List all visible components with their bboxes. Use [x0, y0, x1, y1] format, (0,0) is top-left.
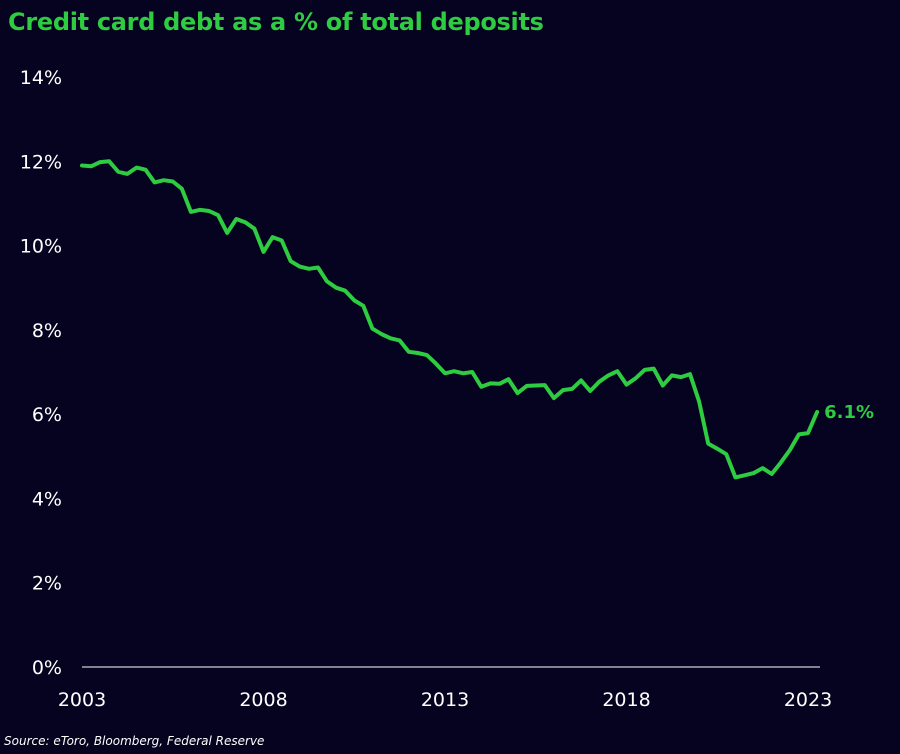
x-tick-label: 2023	[784, 689, 832, 711]
x-tick-label: 2008	[239, 689, 287, 711]
y-tick-label: 2%	[32, 573, 62, 595]
y-tick-label: 6%	[32, 404, 62, 426]
x-tick-label: 2013	[421, 689, 469, 711]
y-tick-label: 14%	[20, 67, 62, 89]
x-tick-label: 2018	[602, 689, 650, 711]
x-tick-label: 2003	[58, 689, 106, 711]
y-tick-label: 4%	[32, 488, 62, 510]
end-value-label: 6.1%	[824, 402, 874, 423]
y-tick-label: 10%	[20, 236, 62, 258]
source-note: Source: eToro, Bloomberg, Federal Reserv…	[4, 734, 265, 748]
y-tick-label: 12%	[20, 151, 62, 173]
y-tick-label: 8%	[32, 320, 62, 342]
y-tick-label: 0%	[32, 657, 62, 679]
series-line	[80, 159, 820, 480]
chart-title: Credit card debt as a % of total deposit…	[8, 8, 544, 36]
